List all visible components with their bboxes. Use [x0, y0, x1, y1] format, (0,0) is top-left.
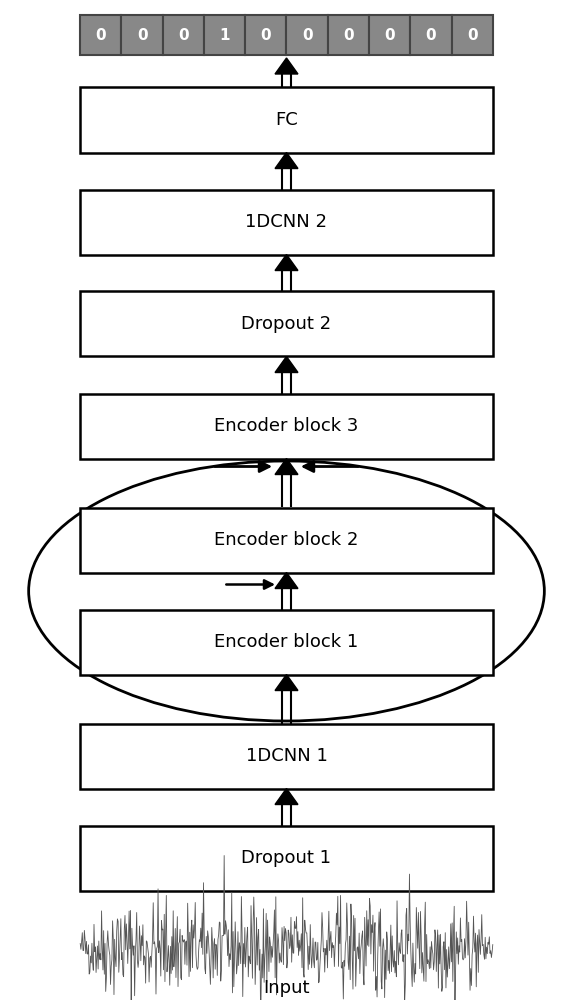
FancyBboxPatch shape [80, 15, 121, 55]
FancyBboxPatch shape [245, 15, 286, 55]
FancyBboxPatch shape [369, 15, 410, 55]
FancyBboxPatch shape [80, 724, 493, 788]
Text: 1DCNN 1: 1DCNN 1 [246, 747, 327, 765]
FancyBboxPatch shape [80, 826, 493, 891]
Text: 0: 0 [178, 27, 189, 42]
Text: FC: FC [275, 111, 298, 129]
Text: Dropout 2: Dropout 2 [241, 315, 332, 333]
Polygon shape [275, 572, 298, 588]
Polygon shape [275, 356, 298, 372]
Polygon shape [275, 674, 298, 690]
Text: 0: 0 [343, 27, 354, 42]
Text: 0: 0 [384, 27, 395, 42]
Polygon shape [275, 58, 298, 74]
FancyBboxPatch shape [328, 15, 369, 55]
Text: Encoder block 2: Encoder block 2 [214, 531, 359, 549]
FancyBboxPatch shape [163, 15, 204, 55]
Text: Encoder block 1: Encoder block 1 [214, 633, 359, 651]
Polygon shape [275, 254, 298, 270]
Text: Input: Input [263, 979, 310, 997]
FancyBboxPatch shape [80, 393, 493, 458]
Text: 0: 0 [426, 27, 436, 42]
FancyBboxPatch shape [80, 190, 493, 254]
Text: 0: 0 [261, 27, 271, 42]
Polygon shape [275, 458, 298, 475]
FancyBboxPatch shape [204, 15, 245, 55]
Text: 0: 0 [302, 27, 312, 42]
FancyBboxPatch shape [80, 87, 493, 152]
Polygon shape [275, 788, 298, 804]
FancyBboxPatch shape [410, 15, 452, 55]
Text: Dropout 1: Dropout 1 [241, 849, 332, 867]
FancyBboxPatch shape [286, 15, 328, 55]
Text: 1: 1 [219, 27, 230, 42]
Text: 1DCNN 2: 1DCNN 2 [245, 213, 328, 231]
Text: 0: 0 [467, 27, 477, 42]
FancyBboxPatch shape [80, 508, 493, 572]
FancyBboxPatch shape [452, 15, 493, 55]
Text: 0: 0 [96, 27, 106, 42]
Text: 0: 0 [137, 27, 147, 42]
Polygon shape [275, 152, 298, 168]
FancyBboxPatch shape [80, 609, 493, 674]
Text: Encoder block 3: Encoder block 3 [214, 417, 359, 435]
FancyBboxPatch shape [121, 15, 163, 55]
FancyBboxPatch shape [80, 291, 493, 356]
